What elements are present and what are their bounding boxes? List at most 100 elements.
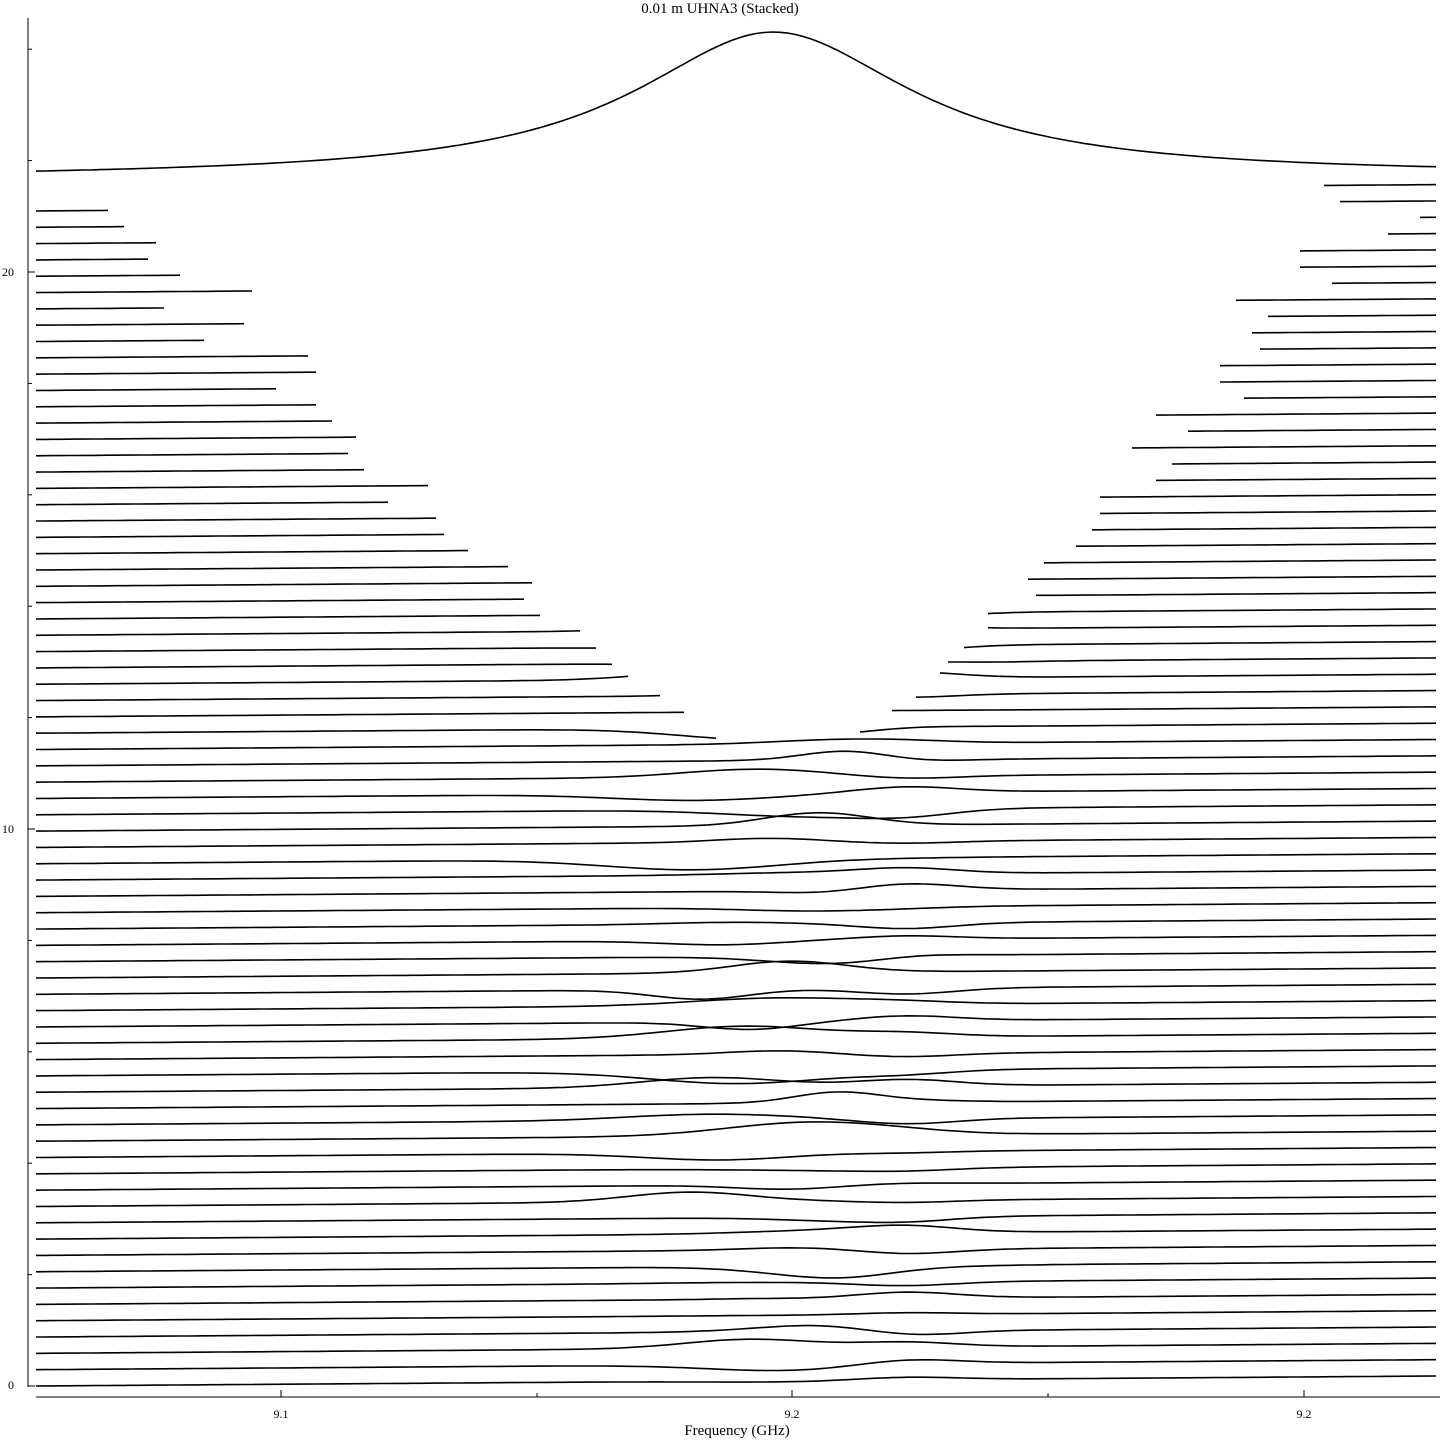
trace-53	[36, 517, 436, 522]
trace-19	[36, 1065, 1437, 1085]
trace-52	[1092, 526, 1436, 531]
trace-49	[1028, 575, 1437, 580]
trace-50	[35, 565, 509, 571]
trace-43	[939, 672, 1437, 678]
trace-40	[35, 729, 717, 739]
trace-72	[35, 209, 109, 212]
trace-63	[36, 355, 308, 359]
trace-58	[1188, 428, 1437, 432]
trace-69	[36, 258, 149, 261]
trace-65	[1267, 314, 1437, 318]
trace-30	[35, 883, 1437, 898]
trace-40	[859, 722, 1437, 733]
trace-42	[915, 689, 1436, 698]
trace-10	[35, 1212, 1437, 1224]
trace-44	[948, 657, 1437, 663]
x-tick-label-3: 9.2	[1297, 1407, 1312, 1421]
trace-18	[36, 1076, 1437, 1093]
trace-41	[35, 711, 684, 718]
trace-56	[35, 468, 365, 473]
spectra-traces	[35, 31, 1437, 1387]
trace-62	[35, 371, 316, 375]
trace-47	[987, 608, 1436, 615]
trace-27	[35, 934, 1436, 947]
trace-8	[36, 1244, 1437, 1257]
trace-43	[36, 675, 629, 685]
trace-6	[35, 1277, 1436, 1289]
trace-70	[35, 241, 157, 245]
trace-62	[1219, 363, 1436, 367]
trace-74	[35, 31, 1437, 172]
trace-53	[1100, 510, 1437, 515]
trace-2	[35, 1338, 1436, 1355]
trace-44	[36, 663, 613, 669]
trace-57	[1132, 445, 1436, 449]
trace-11	[35, 1191, 1436, 1208]
trace-65	[35, 322, 245, 326]
trace-29	[36, 901, 1437, 914]
x-tick-label-1: 9.1	[274, 1407, 289, 1421]
trace-34	[36, 811, 1437, 832]
trace-28	[36, 918, 1437, 930]
trace-46	[987, 624, 1436, 629]
trace-46	[35, 630, 581, 637]
trace-68	[1299, 265, 1437, 268]
trace-61	[35, 388, 276, 392]
trace-35	[35, 804, 1437, 820]
trace-59	[36, 420, 333, 424]
trace-64	[36, 339, 205, 343]
y-tick-label-0: 0	[8, 1378, 14, 1392]
trace-66	[35, 307, 164, 310]
chart-title: 0.01 m UHNA3 (Stacked)	[641, 1, 798, 17]
trace-63	[1259, 347, 1437, 350]
trace-51	[35, 549, 468, 555]
trace-54	[1100, 493, 1437, 498]
trace-26	[35, 950, 1436, 965]
trace-68	[36, 274, 181, 277]
trace-22	[35, 1015, 1436, 1031]
trace-49	[36, 582, 532, 588]
trace-7	[35, 1261, 1436, 1279]
trace-4	[36, 1309, 1437, 1322]
y-tick-label-10: 10	[2, 822, 14, 836]
trace-12	[35, 1179, 1436, 1191]
trace-55	[35, 484, 429, 490]
trace-51	[1076, 542, 1436, 547]
trace-58	[36, 436, 357, 441]
trace-64	[1252, 330, 1437, 334]
trace-66	[1235, 298, 1436, 302]
trace-25	[35, 960, 1437, 979]
trace-23	[36, 997, 1437, 1012]
trace-31	[35, 866, 1436, 881]
trace-67	[1331, 281, 1436, 285]
trace-59	[1156, 412, 1437, 416]
trace-0	[35, 1375, 1437, 1387]
trace-72	[1340, 200, 1436, 203]
trace-37	[35, 768, 1436, 783]
trace-38	[36, 750, 1437, 767]
trace-1	[35, 1358, 1436, 1372]
trace-5	[35, 1291, 1437, 1306]
trace-54	[36, 501, 389, 506]
trace-36	[35, 786, 1436, 802]
trace-13	[36, 1163, 1437, 1175]
trace-14	[36, 1146, 1437, 1161]
trace-3	[36, 1324, 1437, 1338]
x-axis-ticks	[280, 1390, 1305, 1397]
trace-42	[35, 694, 661, 702]
trace-71	[35, 225, 125, 229]
y-axis-ticks	[28, 48, 35, 1387]
trace-24	[36, 983, 1437, 1000]
trace-73	[1324, 183, 1437, 187]
trace-67	[35, 290, 253, 294]
trace-16	[35, 1113, 1436, 1126]
trace-45	[35, 647, 596, 653]
x-axis-label: Frequency (GHz)	[684, 1423, 789, 1439]
trace-33	[36, 836, 1437, 849]
trace-32	[35, 853, 1436, 871]
trace-21	[35, 1025, 1436, 1045]
trace-48	[36, 598, 524, 604]
trace-9	[36, 1224, 1437, 1240]
trace-50	[1044, 559, 1437, 564]
